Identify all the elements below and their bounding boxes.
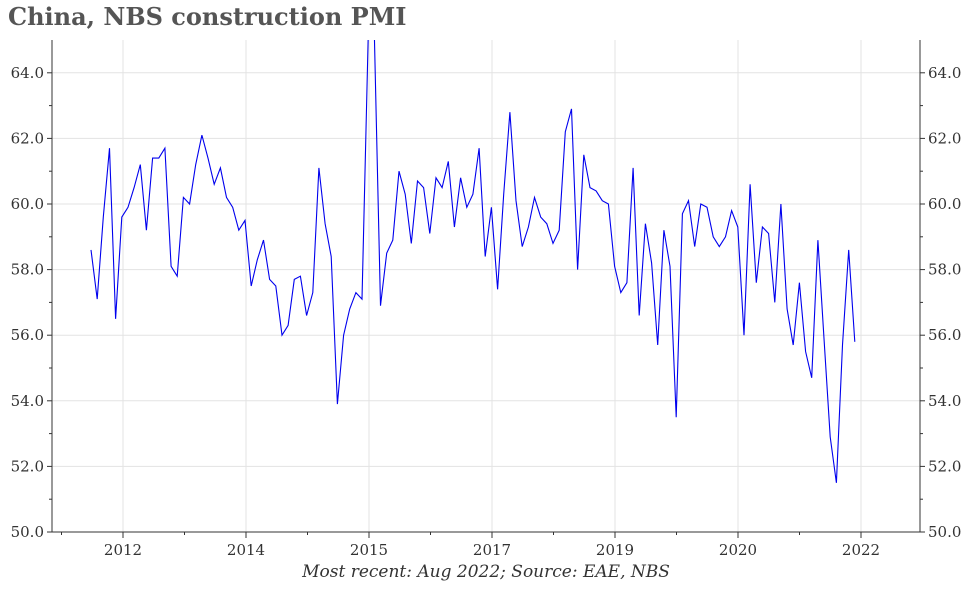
y-tick-label-right: 62.0 (928, 129, 961, 147)
y-tick-label-left: 56.0 (11, 326, 44, 344)
grid-lines (52, 40, 920, 533)
y-tick-label-left: 58.0 (11, 261, 44, 279)
y-tick-label-right: 60.0 (928, 195, 961, 213)
x-tick-label: 2012 (104, 541, 142, 559)
series-line (90, 40, 856, 483)
y-tick-label-left: 62.0 (11, 129, 44, 147)
axes: 50.0 50.0 52.0 52.0 54.0 54.0 56.0 56.0 58.0 58.0… (11, 40, 961, 559)
x-tick-label: 2019 (596, 541, 634, 559)
y-tick-label-left: 54.0 (11, 392, 44, 410)
y-tick-label-right: 50.0 (928, 523, 961, 541)
x-tick-label: 2020 (719, 541, 757, 559)
series-layer (90, 40, 856, 483)
x-tick-label: 2014 (227, 541, 265, 559)
y-tick-label-right: 64.0 (928, 64, 961, 82)
y-tick-label-left: 64.0 (11, 64, 44, 82)
x-tick-label: 2017 (473, 541, 511, 559)
source-footnote: Most recent: Aug 2022; Source: EAE, NBS (302, 562, 670, 582)
y-tick-label-right: 54.0 (928, 392, 961, 410)
y-tick-label-right: 52.0 (928, 457, 961, 475)
chart-title: China, NBS construction PMI (8, 2, 407, 31)
y-tick-label-right: 58.0 (928, 261, 961, 279)
x-tick-label: 2022 (842, 541, 880, 559)
y-tick-label-left: 50.0 (11, 523, 44, 541)
y-tick-label-right: 56.0 (928, 326, 961, 344)
x-tick-label: 2015 (350, 541, 388, 559)
y-tick-label-left: 60.0 (11, 195, 44, 213)
y-tick-label-left: 52.0 (11, 457, 44, 475)
